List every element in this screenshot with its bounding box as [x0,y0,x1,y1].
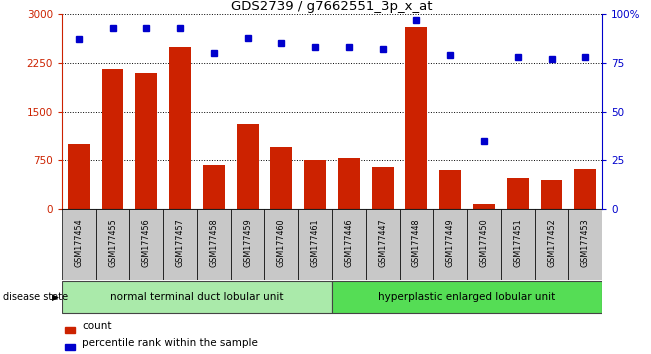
Text: GSM177456: GSM177456 [142,218,151,267]
Text: GSM177459: GSM177459 [243,218,252,267]
Bar [568,209,602,280]
Bar [64,327,76,333]
Bar [68,144,90,209]
Text: GSM177460: GSM177460 [277,218,286,267]
Bar [102,69,124,209]
Bar [467,209,501,280]
Text: count: count [82,321,111,331]
Title: GDS2739 / g7662551_3p_x_at: GDS2739 / g7662551_3p_x_at [231,0,433,13]
Text: GSM177446: GSM177446 [344,218,353,267]
Bar [338,158,360,209]
Bar [236,125,258,209]
Bar [473,204,495,209]
Bar [270,147,292,209]
Text: GSM177448: GSM177448 [412,218,421,267]
Bar [304,160,326,209]
Bar [135,73,158,209]
Text: GSM177461: GSM177461 [311,218,320,267]
Bar [203,165,225,209]
Text: GSM177457: GSM177457 [176,218,184,267]
Bar [439,170,461,209]
Text: GSM177452: GSM177452 [547,218,556,267]
Bar [130,209,163,280]
Text: GSM177455: GSM177455 [108,218,117,267]
Text: hyperplastic enlarged lobular unit: hyperplastic enlarged lobular unit [378,292,556,302]
Text: disease state: disease state [3,292,68,302]
Bar [62,209,96,280]
Bar [332,281,602,313]
Text: percentile rank within the sample: percentile rank within the sample [82,338,258,348]
Text: GSM177454: GSM177454 [74,218,83,267]
Bar [400,209,434,280]
Bar [169,47,191,209]
Bar [574,169,596,209]
Text: normal terminal duct lobular unit: normal terminal duct lobular unit [110,292,284,302]
Bar [501,209,534,280]
Bar [332,209,366,280]
Bar [197,209,230,280]
Bar [540,180,562,209]
Bar [230,209,264,280]
Text: GSM177449: GSM177449 [446,218,454,267]
Text: GSM177453: GSM177453 [581,218,590,267]
Text: GSM177447: GSM177447 [378,218,387,267]
Text: GSM177450: GSM177450 [480,218,488,267]
Text: GSM177458: GSM177458 [210,218,218,267]
Bar [163,209,197,280]
Bar [298,209,332,280]
Bar [366,209,400,280]
Bar [264,209,298,280]
Bar [406,27,428,209]
Bar [62,281,332,313]
Text: ▶: ▶ [51,293,59,302]
Bar [372,167,394,209]
Bar [534,209,568,280]
Bar [506,178,529,209]
Bar [64,344,76,350]
Text: GSM177451: GSM177451 [513,218,522,267]
Bar [434,209,467,280]
Bar [96,209,130,280]
